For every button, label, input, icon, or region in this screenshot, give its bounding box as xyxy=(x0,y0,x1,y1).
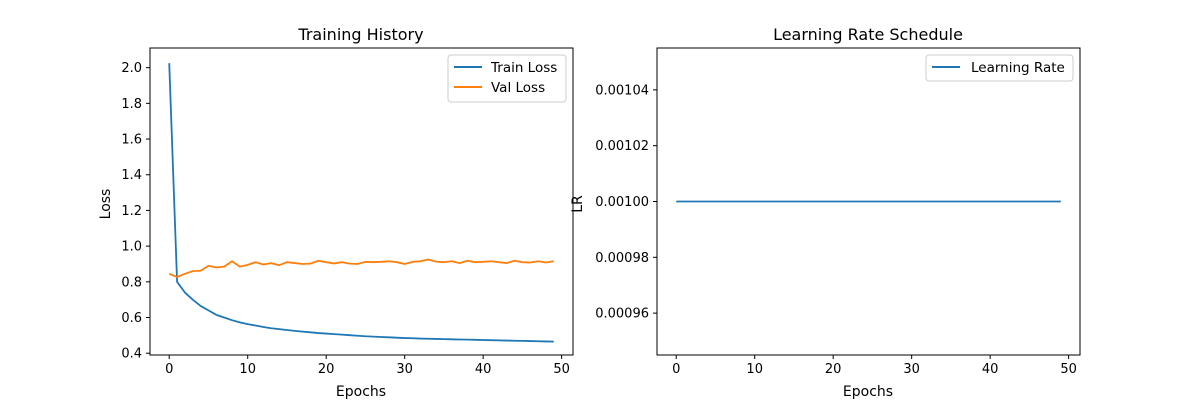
y-tick-label: 1.2 xyxy=(121,204,142,219)
legend-label-learning-rate: Learning Rate xyxy=(971,60,1065,76)
learning-rate-chart: Learning Rate Schedule 0 10 20 30 40 50 0.000… xyxy=(570,25,1081,400)
x-tick-label: 20 xyxy=(825,362,842,377)
y-tick-label: 0.00102 xyxy=(595,139,649,154)
x-tick-label: 0 xyxy=(165,362,173,377)
y-axis: 0.00096 0.00098 0.00100 0.00102 0.00104 xyxy=(595,83,657,322)
y-tick-label: 1.4 xyxy=(121,168,142,183)
y-tick-label: 0.4 xyxy=(121,347,142,362)
legend-box xyxy=(925,54,1074,82)
x-tick-label: 40 xyxy=(982,362,999,377)
y-tick-label: 0.6 xyxy=(121,311,142,326)
x-tick-label: 50 xyxy=(553,362,570,377)
x-tick-label: 20 xyxy=(318,362,335,377)
series-line-train-loss xyxy=(168,63,554,343)
y-tick-label: 0.00096 xyxy=(595,307,649,322)
chart-title: Training History xyxy=(297,25,423,44)
x-tick-label: 10 xyxy=(746,362,763,377)
y-tick-label: 1.0 xyxy=(121,240,142,255)
y-tick-label: 0.00100 xyxy=(595,195,649,210)
x-axis-label: Epochs xyxy=(843,384,893,400)
x-tick-label: 30 xyxy=(396,362,413,377)
legend: Train Loss Val Loss xyxy=(447,54,567,103)
y-tick-label: 1.6 xyxy=(121,133,142,148)
legend-label-val-loss: Val Loss xyxy=(491,80,545,96)
y-axis: 0.4 0.6 0.8 1.0 1.2 1.4 1.6 1.8 2.0 xyxy=(121,61,150,362)
series-line-val-loss xyxy=(168,258,554,278)
y-tick-label: 0.8 xyxy=(121,275,142,290)
legend-label-train-loss: Train Loss xyxy=(490,60,557,76)
x-axis: 0 10 20 30 40 50 xyxy=(165,355,570,377)
y-tick-label: 2.0 xyxy=(121,61,142,76)
training-history-chart: Training History 0 10 20 30 40 50 0.4 0.6 0.8 1.… xyxy=(98,25,574,400)
legend: Learning Rate xyxy=(925,54,1074,82)
x-tick-label: 50 xyxy=(1060,362,1077,377)
y-tick-label: 0.00104 xyxy=(595,83,649,98)
axes-frame xyxy=(149,47,574,356)
x-tick-label: 10 xyxy=(239,362,256,377)
chart-title: Learning Rate Schedule xyxy=(773,25,963,44)
plot-area xyxy=(168,63,554,343)
x-tick-label: 0 xyxy=(672,362,680,377)
x-axis-label: Epochs xyxy=(336,384,386,400)
y-tick-label: 0.00098 xyxy=(595,251,649,266)
x-axis: 0 10 20 30 40 50 xyxy=(672,355,1077,377)
y-axis-label: LR xyxy=(570,195,586,213)
x-tick-label: 30 xyxy=(903,362,920,377)
y-axis-label: Loss xyxy=(98,189,114,220)
x-tick-label: 40 xyxy=(475,362,492,377)
y-tick-label: 1.8 xyxy=(121,97,142,112)
